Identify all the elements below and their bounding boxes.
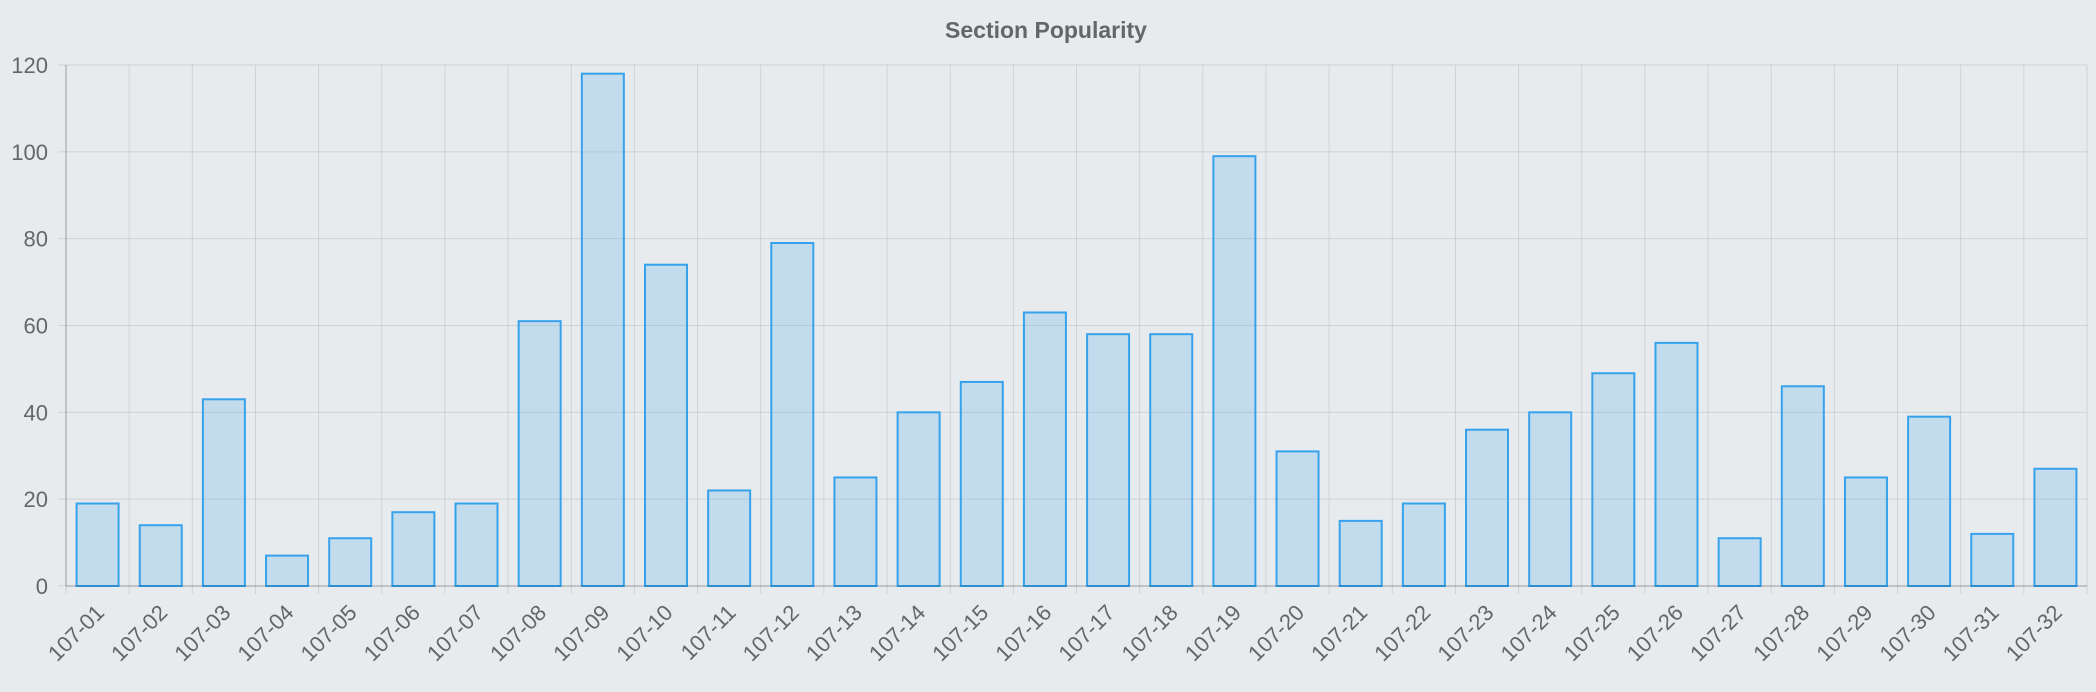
y-tick-label: 40	[24, 400, 48, 425]
bar-107-20[interactable]	[1275, 450, 1320, 587]
x-tick-label: 107-26	[1622, 600, 1688, 666]
axes	[65, 65, 2087, 587]
x-tick-label: 107-16	[990, 600, 1056, 666]
bar-107-15[interactable]	[959, 380, 1004, 588]
bar-107-10[interactable]	[643, 263, 688, 587]
bar-107-22[interactable]	[1401, 502, 1446, 587]
x-tick-label: 107-29	[1811, 600, 1877, 666]
x-tick-label: 107-28	[1748, 600, 1814, 666]
x-tick-label: 107-08	[485, 600, 551, 666]
bar-107-11[interactable]	[707, 489, 752, 588]
bar-107-09[interactable]	[580, 72, 625, 587]
y-axis-ticks: 0 20 40 60 80 100 120	[11, 53, 48, 599]
x-tick-label: 107-23	[1432, 600, 1498, 666]
bar-107-02[interactable]	[138, 524, 183, 588]
bar-107-32[interactable]	[2033, 467, 2078, 587]
x-tick-label: 107-11	[676, 600, 741, 665]
bar-107-30[interactable]	[1907, 415, 1952, 587]
bar-107-23[interactable]	[1465, 428, 1510, 588]
x-tick-label: 107-04	[232, 600, 298, 666]
x-tick-label: 107-06	[359, 600, 425, 666]
x-tick-label: 107-17	[1053, 600, 1119, 666]
bar-107-03[interactable]	[201, 398, 246, 587]
x-tick-label: 107-31	[1938, 600, 2004, 666]
x-tick-label: 107-25	[1559, 600, 1625, 666]
bar-107-25[interactable]	[1591, 372, 1636, 587]
bar-107-29[interactable]	[1843, 476, 1888, 588]
bars	[75, 72, 2078, 588]
bar-107-08[interactable]	[517, 320, 562, 587]
x-tick-label: 107-19	[1180, 600, 1246, 666]
x-tick-label: 107-22	[1369, 600, 1435, 666]
x-tick-label: 107-01	[43, 600, 109, 666]
bar-107-17[interactable]	[1086, 333, 1131, 587]
x-tick-label: 107-12	[738, 600, 804, 666]
x-tick-label: 107-21	[1306, 600, 1372, 666]
bar-107-24[interactable]	[1528, 411, 1573, 588]
x-tick-label: 107-13	[801, 600, 867, 666]
y-tick-label: 60	[24, 314, 48, 339]
x-tick-label: 107-15	[927, 600, 993, 666]
x-tick-label: 107-24	[1496, 600, 1562, 666]
y-tick-label: 0	[36, 574, 48, 599]
x-tick-label: 107-32	[2001, 600, 2067, 666]
bar-107-26[interactable]	[1654, 341, 1699, 587]
x-tick-label: 107-07	[422, 600, 488, 666]
bar-107-13[interactable]	[833, 476, 878, 588]
bar-107-21[interactable]	[1338, 519, 1383, 587]
grid-lines	[58, 64, 2088, 594]
y-tick-label: 20	[24, 487, 48, 512]
bar-107-05[interactable]	[328, 537, 373, 587]
bar-107-14[interactable]	[896, 411, 941, 588]
x-tick-label: 107-10	[611, 600, 677, 666]
bar-107-06[interactable]	[391, 511, 436, 587]
x-tick-label: 107-30	[1875, 600, 1941, 666]
x-tick-label: 107-05	[296, 600, 362, 666]
x-tick-label: 107-14	[864, 600, 930, 666]
bar-107-28[interactable]	[1780, 385, 1825, 587]
bar-107-16[interactable]	[1022, 311, 1067, 587]
x-tick-label: 107-27	[1685, 600, 1751, 666]
y-tick-label: 120	[11, 53, 48, 78]
bar-107-18[interactable]	[1149, 333, 1194, 587]
x-tick-label: 107-09	[548, 600, 614, 666]
x-tick-label: 107-20	[1243, 600, 1309, 666]
bar-107-31[interactable]	[1970, 532, 2015, 588]
bar-107-12[interactable]	[770, 242, 815, 587]
bar-107-04[interactable]	[265, 554, 310, 588]
chart-title: Section Popularity	[945, 17, 1147, 43]
y-tick-label: 80	[24, 227, 48, 252]
bar-107-19[interactable]	[1212, 155, 1257, 588]
x-tick-label: 107-18	[1117, 600, 1183, 666]
bar-107-01[interactable]	[75, 502, 120, 587]
bar-107-07[interactable]	[454, 502, 499, 587]
x-tick-label: 107-02	[106, 600, 172, 666]
bar-107-27[interactable]	[1717, 537, 1762, 587]
x-axis-ticks: 107-01107-02107-03107-04107-05107-06107-…	[43, 600, 2067, 666]
x-tick-label: 107-03	[169, 600, 235, 666]
y-tick-label: 100	[11, 140, 48, 165]
